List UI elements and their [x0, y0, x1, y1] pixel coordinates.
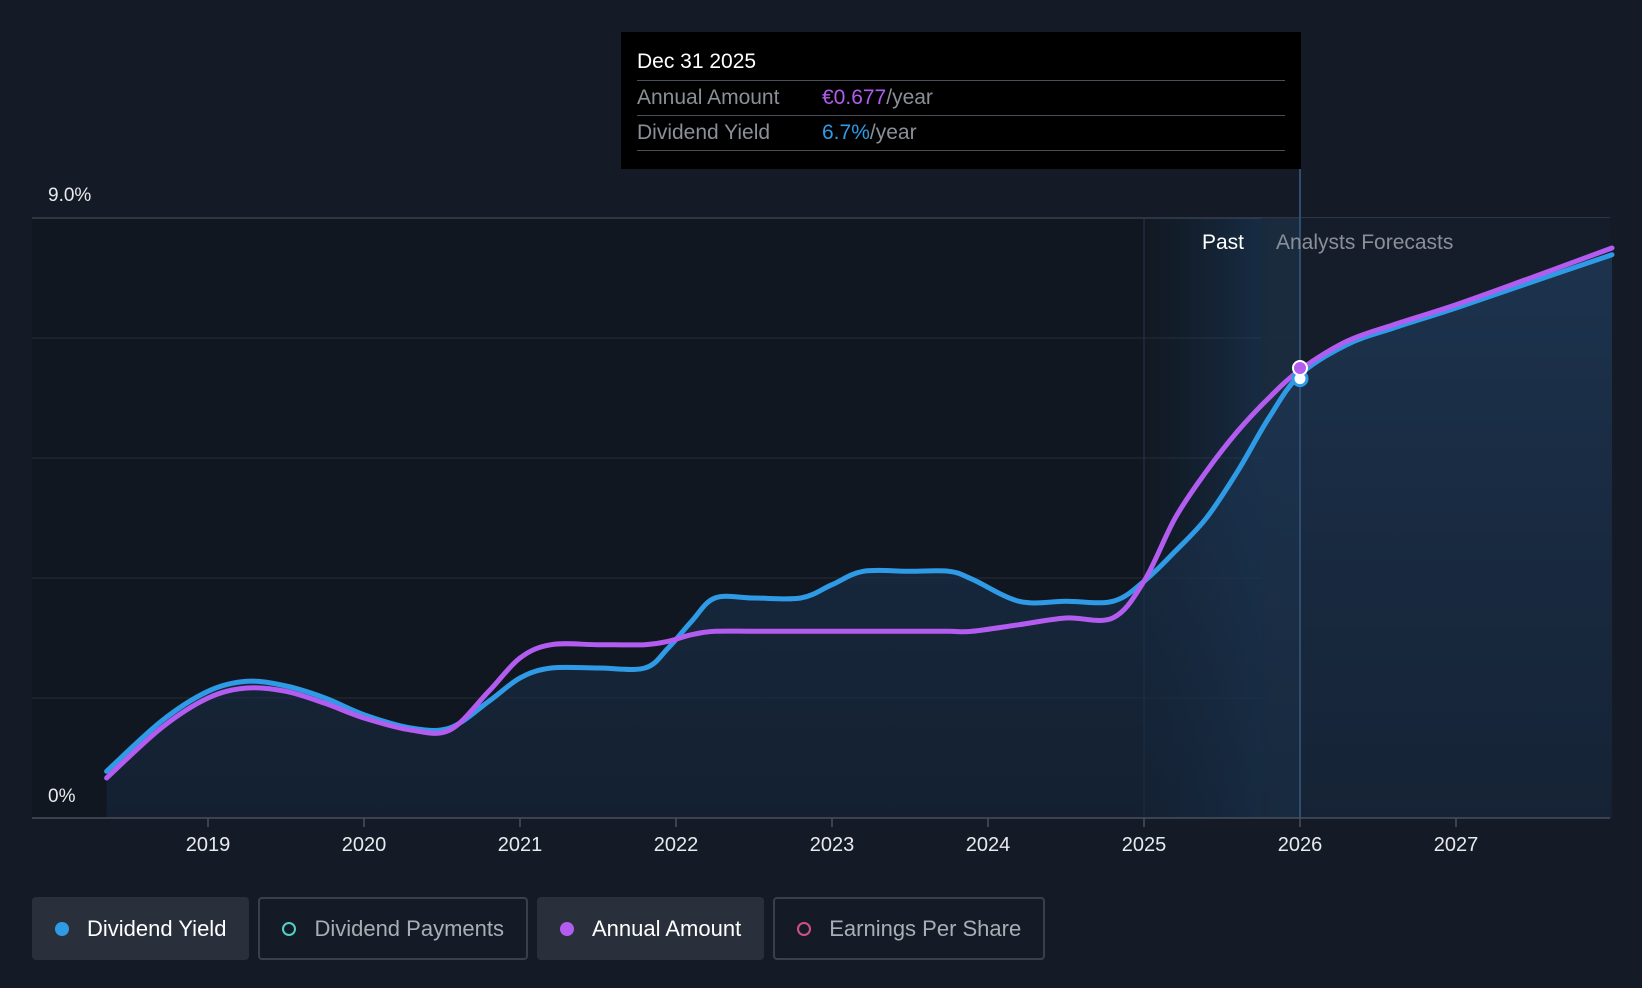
tooltip-value: 6.7% [822, 121, 870, 144]
tooltip-row-annual-amount: Annual Amount €0.677 /year [637, 80, 1285, 115]
earnings-per-share-ring-icon [797, 921, 812, 936]
legend-dividend-yield-button[interactable]: Dividend Yield [32, 897, 250, 960]
annual-amount-marker [1292, 360, 1308, 376]
legend-dividend-payments-button[interactable]: Dividend Payments [258, 897, 528, 960]
x-tick-label: 2025 [1122, 834, 1167, 856]
legend-label: Dividend Payments [314, 915, 504, 941]
legend-annual-amount-button[interactable]: Annual Amount [536, 897, 765, 960]
annual-amount-line [104, 245, 1615, 781]
dividend-payments-ring-icon [282, 921, 297, 936]
analysts-forecasts-label: Analysts Forecasts [1276, 231, 1453, 254]
tooltip-date: Dec 31 2025 [637, 50, 757, 73]
tooltip-unit: /year [869, 121, 917, 144]
tooltip-label: Annual Amount [637, 86, 780, 109]
x-axis-ticks: 2019 2020 2021 2022 2023 2024 2025 2026 2027 [186, 818, 1479, 856]
legend-label: Earnings Per Share [829, 915, 1022, 941]
x-tick-label: 2024 [966, 834, 1011, 856]
x-tick-label: 2026 [1278, 834, 1323, 856]
legend-label: Annual Amount [591, 915, 742, 941]
x-tick-label: 2022 [654, 834, 699, 856]
tooltip-unit: /year [886, 86, 933, 109]
y-axis-bottom-label: 0% [48, 786, 76, 807]
x-tick-label: 2023 [810, 834, 855, 856]
dividend-yield-line [104, 252, 1615, 774]
x-tick-label: 2020 [342, 834, 387, 856]
tooltip-label: Dividend Yield [637, 121, 771, 144]
tooltip-value: €0.677 [822, 86, 887, 109]
x-tick-label: 2019 [186, 834, 231, 856]
x-tick-label: 2021 [498, 834, 543, 856]
past-label: Past [1202, 231, 1244, 254]
tooltip-row-dividend-yield: Dividend Yield 6.7% /year [637, 115, 1285, 151]
dividend-yield-area [106, 254, 1613, 818]
tooltip: Dec 31 2025 Annual Amount €0.677 /year D… [621, 32, 1301, 169]
legend-earnings-per-share-button[interactable]: Earnings Per Share [773, 897, 1046, 960]
x-tick-label: 2027 [1434, 834, 1479, 856]
annual-amount-dot-icon [559, 921, 574, 936]
y-axis-top-label: 9.0% [48, 185, 91, 206]
legend-label: Dividend Yield [87, 915, 227, 941]
legend: Dividend Yield Dividend Payments Annual … [32, 897, 1046, 960]
dividend-chart: 2019 2020 2021 2022 2023 2024 2025 2026 2027 9.0… [32, 169, 1615, 856]
dividend-yield-dot-icon [55, 921, 69, 936]
